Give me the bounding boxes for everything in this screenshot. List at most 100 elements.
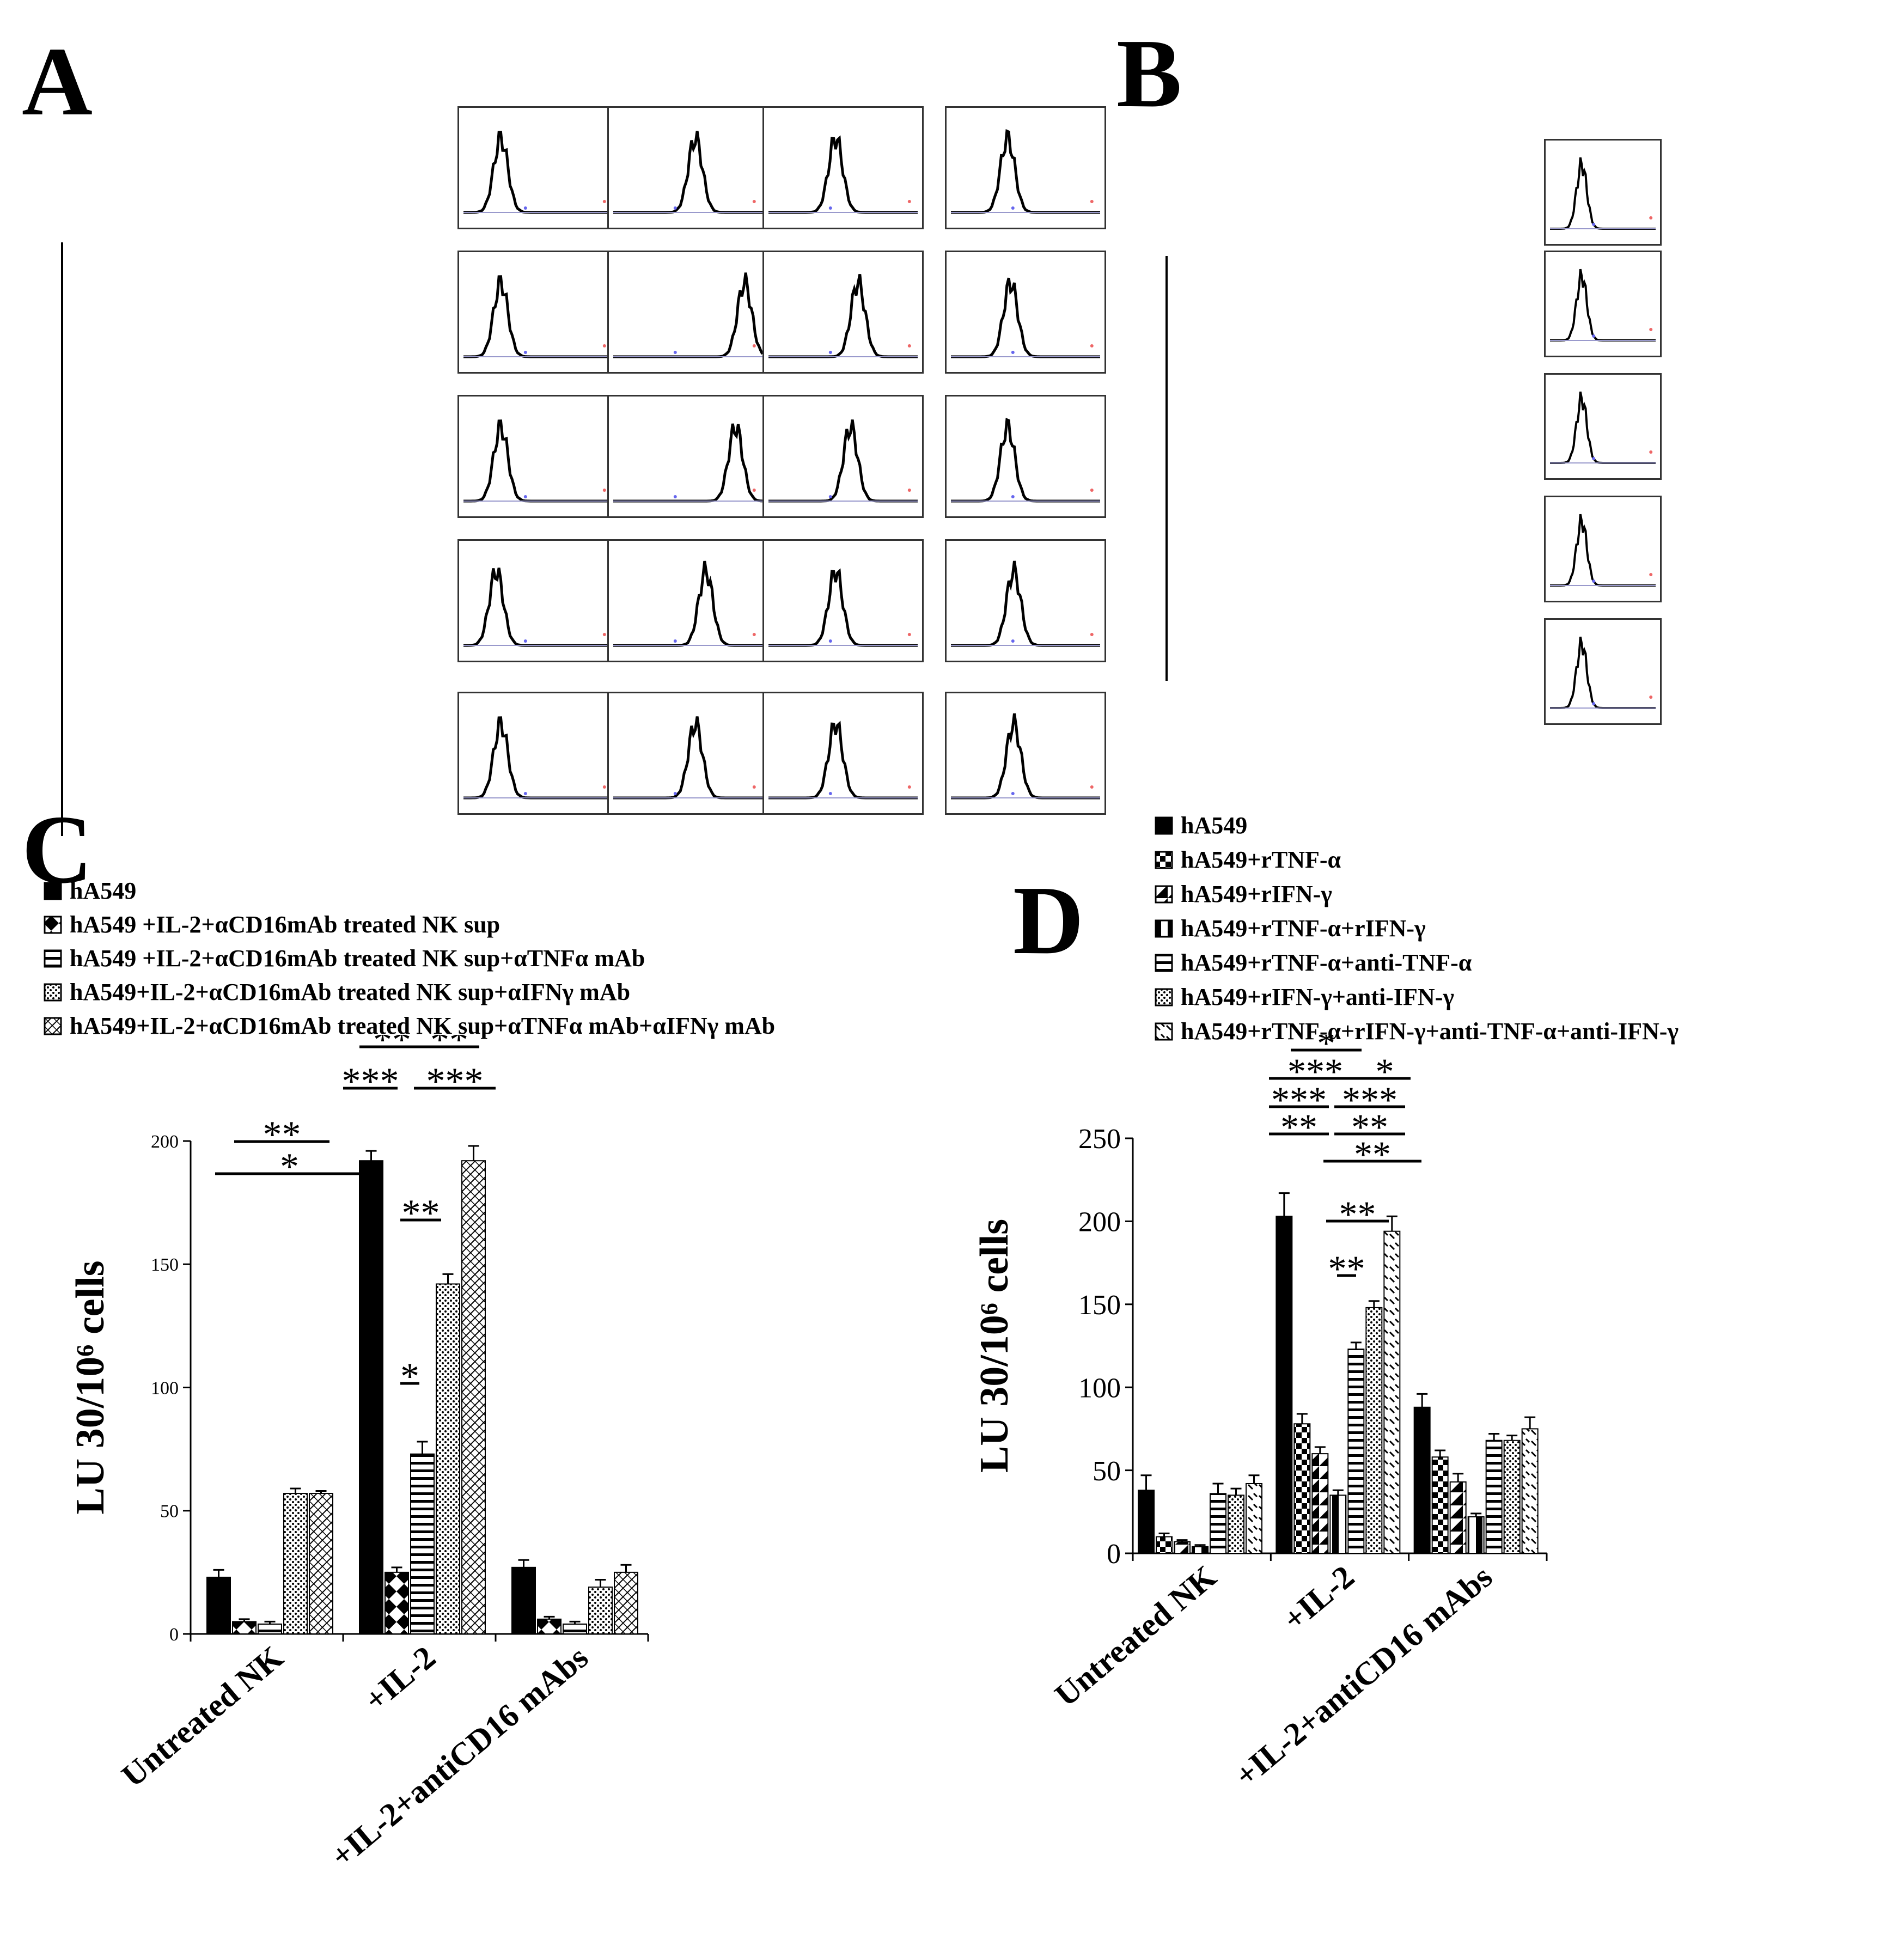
bar: [1521, 1428, 1539, 1554]
significance-stars: *: [1317, 1035, 1335, 1064]
flow-histogram-cell: [762, 692, 924, 815]
significance-stars: ***: [342, 1060, 399, 1102]
flow-histogram-cell: [607, 251, 768, 374]
legend-entry: hA549: [44, 877, 136, 905]
flow-histogram-cell: [945, 395, 1106, 518]
bar: [410, 1453, 435, 1634]
histogram-plot: [951, 713, 1100, 800]
significance-stars: **: [1339, 1193, 1376, 1235]
legend-label: hA549 +IL-2+αCD16mAb treated NK sup: [70, 911, 501, 938]
category-label: +IL-2+antiCD16 mAbs: [324, 1639, 595, 1874]
panel-label-a: A: [22, 27, 93, 136]
bar: [1347, 1349, 1365, 1554]
bar: [1156, 1536, 1173, 1554]
y-tick-label: 100: [1078, 1372, 1121, 1404]
flow-histogram-cell: [457, 692, 619, 815]
y-tick-label: 250: [1078, 1124, 1121, 1155]
histogram-plot: [463, 275, 613, 358]
bar: [309, 1493, 333, 1634]
significance-stars: **: [402, 1192, 440, 1234]
histogram-plot: [768, 274, 918, 358]
histogram-plot: [613, 131, 762, 214]
bar: [1228, 1494, 1244, 1554]
significance-stars: *: [1376, 1051, 1394, 1092]
bar: [1329, 1494, 1347, 1554]
bar: [1276, 1216, 1293, 1554]
histogram-plot: [1550, 514, 1656, 587]
pi-histogram-cell: [1544, 251, 1662, 357]
bar: [1210, 1493, 1226, 1554]
legend-swatch: [1155, 954, 1173, 972]
category-label: +IL-2+antiCD16 mAbs: [1228, 1558, 1499, 1794]
histogram-plot: [463, 419, 613, 503]
flow-histogram-cell: [762, 106, 924, 229]
legend-label: hA549 +IL-2+αCD16mAb treated NK sup+αTNF…: [70, 945, 645, 972]
flow-histogram-cell: [457, 106, 619, 229]
legend-entry: hA549+IL-2+αCD16mAb treated NK sup+αIFNγ…: [44, 978, 630, 1006]
histogram-plot: [768, 419, 918, 503]
histogram-plot: [463, 131, 613, 214]
legend-entry: hA549+rIFN-γ: [1155, 880, 1332, 908]
flow-histogram-cell: [945, 251, 1106, 374]
legend-label: hA549: [70, 877, 137, 904]
histogram-plot: [613, 423, 763, 503]
panel-d-bar-chart: 0 50 100 150 200 250 LU 30/10⁶ cells Untreated …: [972, 1035, 1548, 1794]
y-tick-label: 0: [169, 1625, 179, 1645]
legend-entry: hA549+rTNF-α: [1155, 846, 1341, 874]
y-tick-label: 100: [151, 1378, 179, 1398]
bar: [588, 1587, 613, 1635]
legend-swatch: [1155, 988, 1173, 1006]
flow-histogram-cell: [607, 106, 768, 229]
bar: [206, 1576, 231, 1634]
bar: [1503, 1439, 1521, 1554]
flow-histogram-cell: [457, 395, 619, 518]
legend-entry: hA549: [1155, 812, 1247, 839]
bar: [1467, 1516, 1485, 1554]
significance-stars: **: [263, 1114, 301, 1156]
legend-entry: hA549 +IL-2+αCD16mAb treated NK sup+αTNF…: [44, 944, 645, 972]
flow-histogram-cell: [762, 539, 924, 662]
legend-entry: hA549+IL-2+αCD16mAb treated NK sup+αTNFα…: [44, 1012, 775, 1040]
legend-swatch: [1155, 919, 1173, 937]
histogram-plot: [1550, 157, 1656, 230]
significance-stars: **: [373, 1035, 411, 1061]
bar: [1174, 1541, 1191, 1554]
legend-label: hA549+rIFN-γ+anti-IFN-γ: [1181, 984, 1454, 1010]
legend-entry: hA549+rTNF-α+rIFN-γ: [1155, 914, 1426, 942]
histogram-plot: [951, 277, 1100, 358]
legend-label: hA549+rTNF-α+anti-TNF-α: [1181, 949, 1472, 976]
bar: [563, 1623, 587, 1635]
histogram-plot: [613, 560, 762, 647]
bar: [511, 1566, 536, 1635]
legend-label: hA549+IL-2+αCD16mAb treated NK sup+αTNFα…: [70, 1012, 776, 1039]
bar: [1246, 1483, 1262, 1554]
panel-label-b: B: [1116, 19, 1182, 127]
significance-stars: **: [1280, 1106, 1317, 1148]
histogram-plot: [1550, 269, 1656, 341]
bar: [537, 1618, 562, 1634]
legend-swatch: [44, 882, 62, 900]
bar: [1365, 1307, 1383, 1554]
significance-stars: ***: [426, 1060, 484, 1102]
legend-label: hA549: [1181, 812, 1248, 839]
category-label: +IL-2: [358, 1639, 442, 1718]
panel-label-d: D: [1013, 866, 1084, 974]
legend-entry: hA549+rIFN-γ+anti-IFN-γ: [1155, 983, 1454, 1011]
legend-label: hA549+rTNF-α: [1181, 846, 1341, 873]
y-tick-label: 50: [1093, 1456, 1121, 1487]
y-axis-label: LU 30/10⁶ cells: [972, 1219, 1017, 1473]
pi-histogram-cell: [1544, 373, 1662, 480]
bar: [436, 1283, 460, 1634]
histogram-plot: [768, 568, 918, 647]
y-tick-label: 50: [160, 1502, 179, 1522]
histogram-plot: [613, 272, 764, 358]
flow-histogram-cell: [945, 106, 1106, 229]
bar: [232, 1621, 257, 1634]
panel-b-side-bracket: [1165, 256, 1168, 681]
flow-histogram-cell: [457, 251, 619, 374]
flow-histogram-cell: [762, 395, 924, 518]
flow-histogram-cell: [607, 395, 768, 518]
legend-swatch: [44, 916, 62, 934]
bar: [614, 1571, 638, 1634]
